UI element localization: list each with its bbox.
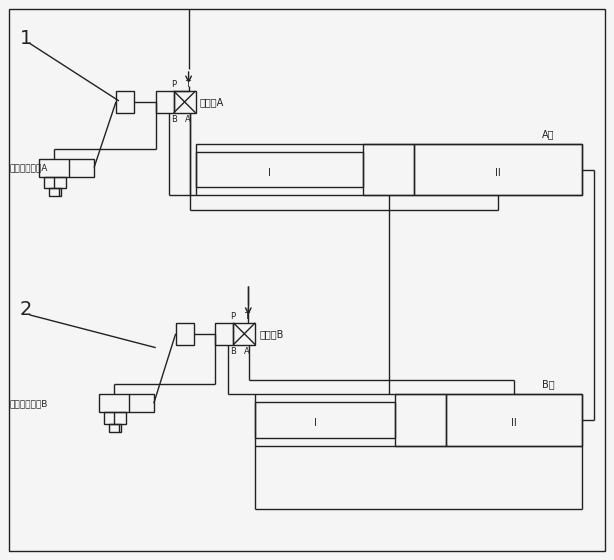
Bar: [44, 176, 66, 189]
Bar: [116, 91, 134, 113]
Text: I: I: [268, 167, 271, 178]
Text: 2: 2: [20, 300, 32, 319]
Text: 換向阀A: 換向阀A: [200, 97, 223, 107]
Text: T: T: [185, 80, 190, 89]
Text: 曲柄连杆机构B: 曲柄连杆机构B: [9, 399, 48, 408]
Bar: [414, 144, 581, 195]
Bar: [255, 403, 395, 438]
Text: A: A: [244, 347, 250, 356]
Bar: [216, 323, 233, 344]
Text: 曲柄连杆机构A: 曲柄连杆机构A: [9, 163, 48, 172]
Text: A缸: A缸: [542, 129, 554, 139]
Text: P: P: [230, 312, 236, 321]
Text: P: P: [171, 80, 176, 89]
Bar: [109, 424, 121, 432]
Bar: [39, 158, 94, 176]
Text: A: A: [185, 115, 190, 124]
Text: I: I: [314, 418, 316, 428]
Text: II: II: [495, 167, 501, 178]
Text: II: II: [511, 418, 517, 428]
Bar: [195, 144, 581, 195]
Bar: [49, 189, 61, 197]
Bar: [156, 91, 174, 113]
Bar: [233, 323, 255, 344]
Bar: [99, 394, 154, 412]
Text: 1: 1: [20, 29, 32, 48]
Text: T: T: [244, 312, 249, 321]
Text: B缸: B缸: [542, 380, 554, 389]
Bar: [104, 412, 126, 424]
Bar: [195, 152, 363, 188]
Bar: [255, 394, 581, 446]
Text: B: B: [171, 115, 177, 124]
Bar: [174, 91, 195, 113]
Bar: [395, 394, 446, 446]
Bar: [363, 144, 414, 195]
Bar: [446, 394, 581, 446]
Bar: [176, 323, 193, 344]
Text: B: B: [230, 347, 236, 356]
Text: 換向阀B: 換向阀B: [259, 329, 284, 339]
